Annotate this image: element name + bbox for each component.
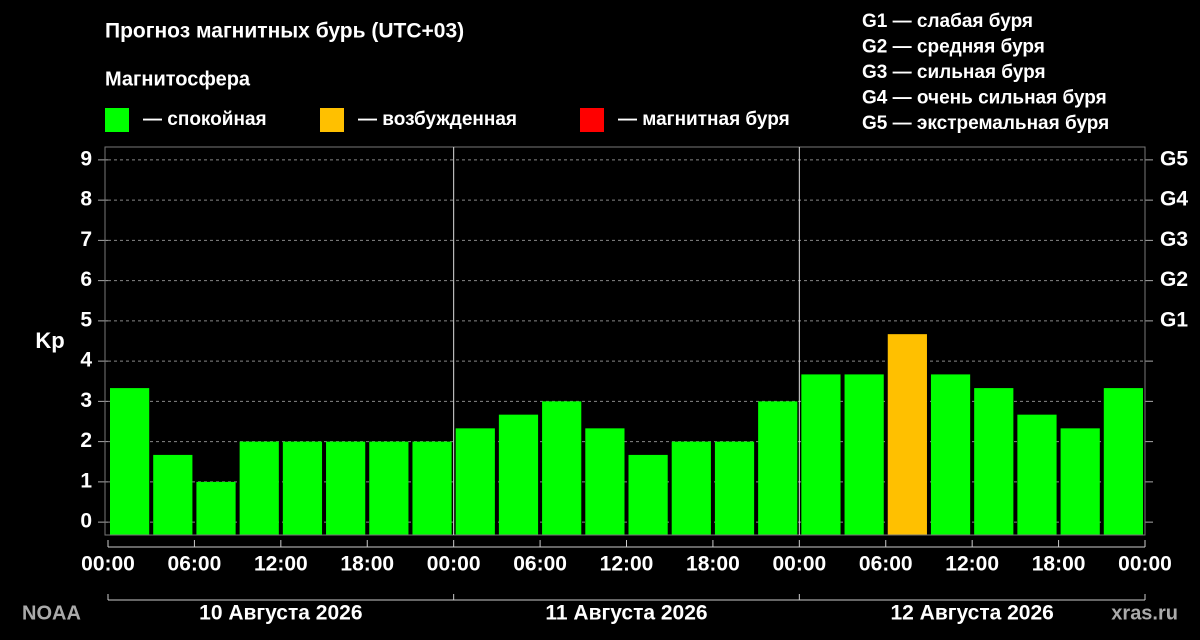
y-axis-label: Kp bbox=[35, 328, 64, 353]
bar bbox=[585, 428, 625, 535]
bar bbox=[628, 454, 668, 535]
bar bbox=[671, 441, 711, 535]
y-tick-label: 2 bbox=[80, 429, 92, 452]
bar bbox=[844, 374, 884, 535]
legend-label: — возбужденная bbox=[358, 109, 517, 130]
g-scale-item: G2 — средняя буря bbox=[862, 37, 1045, 58]
bar bbox=[455, 428, 495, 535]
plot-frame bbox=[104, 146, 1146, 536]
bar bbox=[369, 441, 409, 535]
day-label: 11 Августа 2026 bbox=[545, 602, 707, 625]
y-tick-label: 9 bbox=[80, 147, 92, 170]
bar bbox=[110, 388, 150, 535]
y-tick-label: 3 bbox=[80, 389, 92, 412]
legend-swatch bbox=[580, 108, 604, 132]
bar bbox=[930, 374, 971, 535]
g-scale-item: G3 — сильная буря bbox=[862, 62, 1046, 83]
x-tick-label: 12:00 bbox=[600, 553, 654, 576]
y-tick-label: 5 bbox=[80, 308, 92, 331]
bar bbox=[974, 388, 1014, 535]
y-tick-label: 8 bbox=[80, 188, 92, 211]
bar bbox=[801, 374, 841, 535]
y-tick-label: 6 bbox=[80, 268, 92, 291]
legend-swatch bbox=[320, 108, 344, 132]
x-tick-label: 18:00 bbox=[686, 553, 740, 576]
bar bbox=[153, 454, 193, 535]
day-label: 12 Августа 2026 bbox=[890, 602, 1053, 625]
g-scale-item: G4 — очень сильная буря bbox=[862, 88, 1107, 109]
bar bbox=[1060, 428, 1100, 535]
site: xras.ru bbox=[1111, 602, 1178, 624]
bar bbox=[1017, 414, 1057, 535]
bar bbox=[887, 334, 927, 535]
x-tick-label: 12:00 bbox=[254, 553, 308, 576]
y2-tick-label: G1 bbox=[1160, 308, 1188, 331]
bar bbox=[412, 441, 452, 535]
y2-tick-label: G2 bbox=[1160, 268, 1188, 291]
x-tick-label: 18:00 bbox=[340, 553, 394, 576]
g-scale-item: G5 — экстремальная буря bbox=[862, 113, 1109, 134]
legend-swatch bbox=[105, 108, 129, 132]
x-tick-label: 00:00 bbox=[81, 553, 135, 576]
x-tick-label: 12:00 bbox=[945, 553, 999, 576]
y-tick-label: 1 bbox=[80, 469, 92, 492]
legend-label: — спокойная bbox=[143, 109, 267, 130]
x-tick-label: 00:00 bbox=[427, 553, 481, 576]
x-tick-label: 00:00 bbox=[1118, 553, 1172, 576]
bar bbox=[282, 441, 323, 535]
bar bbox=[196, 481, 236, 535]
y-tick-label: 7 bbox=[80, 228, 92, 251]
y-tick-label: 0 bbox=[80, 510, 92, 533]
chart-title: Прогноз магнитных бурь (UTC+03) bbox=[105, 20, 464, 43]
x-tick-label: 06:00 bbox=[859, 553, 913, 576]
legend-title: Магнитосфера bbox=[105, 68, 251, 90]
legend-label: — магнитная буря bbox=[618, 109, 790, 130]
y2-tick-label: G4 bbox=[1160, 188, 1188, 211]
bar bbox=[1103, 388, 1143, 535]
bar bbox=[239, 441, 279, 535]
bar bbox=[758, 401, 798, 535]
x-tick-label: 06:00 bbox=[513, 553, 567, 576]
bar bbox=[714, 441, 755, 535]
source: NOAA bbox=[22, 602, 81, 624]
bar bbox=[326, 441, 366, 535]
x-tick-label: 06:00 bbox=[168, 553, 222, 576]
day-label: 10 Августа 2026 bbox=[199, 602, 362, 625]
x-tick-label: 00:00 bbox=[772, 553, 826, 576]
g-scale-item: G1 — слабая буря bbox=[862, 11, 1033, 32]
bar bbox=[498, 414, 539, 535]
bar bbox=[542, 401, 582, 535]
x-tick-label: 18:00 bbox=[1032, 553, 1086, 576]
y2-tick-label: G5 bbox=[1160, 147, 1188, 170]
y2-tick-label: G3 bbox=[1160, 228, 1188, 251]
y-tick-label: 4 bbox=[80, 349, 92, 372]
